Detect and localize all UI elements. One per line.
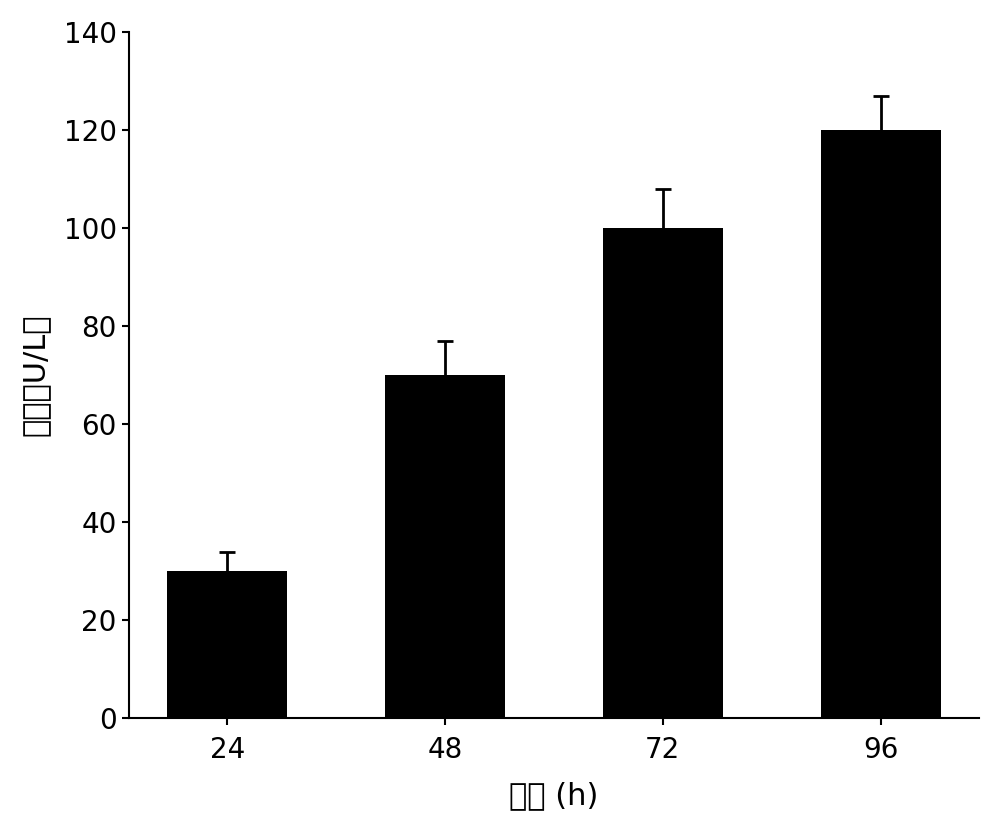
Bar: [821, 130, 941, 719]
X-axis label: 时间 (h): 时间 (h): [509, 781, 599, 810]
Bar: [603, 228, 723, 719]
Y-axis label: 酵活（U/L）: 酵活（U/L）: [21, 314, 50, 436]
Bar: [167, 572, 287, 719]
Bar: [385, 375, 505, 719]
